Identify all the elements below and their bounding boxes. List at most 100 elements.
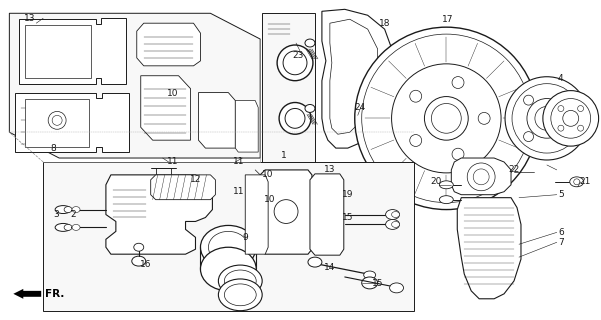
Text: 15: 15 bbox=[372, 279, 383, 288]
Ellipse shape bbox=[283, 51, 307, 75]
Text: 14: 14 bbox=[324, 263, 335, 272]
Ellipse shape bbox=[558, 125, 564, 131]
Bar bbox=[337, 63, 365, 100]
Polygon shape bbox=[25, 25, 91, 78]
Ellipse shape bbox=[209, 231, 248, 263]
Ellipse shape bbox=[364, 271, 376, 279]
Text: 20: 20 bbox=[431, 177, 442, 186]
Ellipse shape bbox=[308, 257, 322, 267]
Text: 24: 24 bbox=[354, 103, 365, 112]
Ellipse shape bbox=[72, 224, 80, 230]
Polygon shape bbox=[25, 99, 89, 147]
Text: 4: 4 bbox=[558, 74, 564, 83]
Ellipse shape bbox=[392, 212, 400, 218]
Ellipse shape bbox=[285, 108, 305, 128]
Ellipse shape bbox=[389, 283, 403, 293]
Polygon shape bbox=[330, 19, 377, 134]
Text: FR.: FR. bbox=[45, 289, 64, 299]
Ellipse shape bbox=[527, 99, 567, 138]
Polygon shape bbox=[15, 92, 129, 152]
Ellipse shape bbox=[558, 106, 564, 112]
Polygon shape bbox=[10, 13, 260, 158]
Ellipse shape bbox=[55, 223, 71, 231]
Ellipse shape bbox=[478, 112, 490, 124]
Text: 16: 16 bbox=[140, 260, 151, 268]
Ellipse shape bbox=[386, 220, 400, 229]
Ellipse shape bbox=[362, 34, 531, 203]
Ellipse shape bbox=[570, 177, 584, 187]
Ellipse shape bbox=[362, 277, 377, 289]
Bar bbox=[267, 19, 292, 37]
Text: 10: 10 bbox=[167, 89, 178, 98]
Text: 18: 18 bbox=[379, 19, 391, 28]
Text: 5: 5 bbox=[558, 190, 564, 199]
Polygon shape bbox=[457, 198, 521, 299]
Ellipse shape bbox=[523, 95, 534, 105]
Text: 11: 11 bbox=[233, 157, 244, 166]
Ellipse shape bbox=[467, 163, 495, 191]
Ellipse shape bbox=[574, 179, 580, 185]
Text: 2: 2 bbox=[70, 210, 76, 219]
Polygon shape bbox=[137, 23, 201, 66]
Ellipse shape bbox=[439, 196, 453, 204]
Ellipse shape bbox=[72, 207, 80, 212]
Ellipse shape bbox=[55, 206, 71, 213]
Ellipse shape bbox=[224, 270, 256, 292]
Polygon shape bbox=[106, 175, 212, 254]
Ellipse shape bbox=[132, 256, 145, 266]
Ellipse shape bbox=[512, 84, 582, 153]
Ellipse shape bbox=[410, 90, 422, 102]
Ellipse shape bbox=[578, 125, 584, 131]
Ellipse shape bbox=[523, 132, 534, 141]
Text: 10: 10 bbox=[264, 195, 276, 204]
Text: 11: 11 bbox=[233, 187, 244, 196]
Text: 9: 9 bbox=[242, 233, 248, 242]
Ellipse shape bbox=[410, 134, 422, 147]
FancyArrow shape bbox=[13, 289, 41, 299]
Ellipse shape bbox=[392, 64, 501, 173]
Ellipse shape bbox=[560, 132, 570, 141]
Text: 21: 21 bbox=[579, 177, 590, 186]
Polygon shape bbox=[198, 92, 236, 148]
Ellipse shape bbox=[134, 243, 144, 251]
Text: 10: 10 bbox=[263, 170, 274, 180]
Polygon shape bbox=[141, 76, 191, 140]
Ellipse shape bbox=[439, 181, 453, 189]
Ellipse shape bbox=[224, 284, 256, 306]
Ellipse shape bbox=[551, 99, 591, 138]
Polygon shape bbox=[322, 9, 392, 148]
Polygon shape bbox=[236, 100, 258, 152]
Text: 7: 7 bbox=[558, 238, 564, 247]
Text: 11: 11 bbox=[167, 157, 178, 166]
Polygon shape bbox=[310, 174, 344, 255]
Text: 15: 15 bbox=[342, 213, 353, 222]
Text: 1: 1 bbox=[281, 150, 287, 160]
Ellipse shape bbox=[452, 76, 464, 89]
Polygon shape bbox=[245, 175, 268, 254]
Ellipse shape bbox=[386, 210, 400, 220]
Text: 6: 6 bbox=[558, 228, 564, 237]
Polygon shape bbox=[19, 18, 126, 84]
Ellipse shape bbox=[563, 110, 579, 126]
Polygon shape bbox=[451, 158, 511, 195]
Text: 22: 22 bbox=[508, 165, 520, 174]
Ellipse shape bbox=[305, 39, 315, 47]
Ellipse shape bbox=[535, 107, 559, 130]
Ellipse shape bbox=[218, 265, 262, 297]
Ellipse shape bbox=[424, 97, 468, 140]
Ellipse shape bbox=[473, 169, 489, 185]
Ellipse shape bbox=[277, 45, 313, 81]
Ellipse shape bbox=[560, 95, 570, 105]
Ellipse shape bbox=[201, 225, 256, 269]
Text: 8: 8 bbox=[50, 144, 56, 153]
Polygon shape bbox=[260, 170, 312, 254]
Ellipse shape bbox=[64, 207, 72, 212]
Text: 23: 23 bbox=[292, 52, 304, 60]
Text: 13: 13 bbox=[23, 14, 35, 23]
Ellipse shape bbox=[64, 224, 72, 230]
Polygon shape bbox=[151, 175, 215, 200]
Polygon shape bbox=[43, 162, 415, 311]
Ellipse shape bbox=[432, 103, 461, 133]
Ellipse shape bbox=[305, 105, 315, 112]
Ellipse shape bbox=[274, 200, 298, 223]
